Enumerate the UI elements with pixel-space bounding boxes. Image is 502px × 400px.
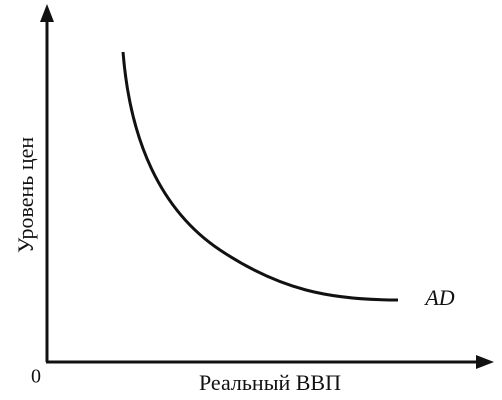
y-axis-arrow xyxy=(40,4,54,22)
ad-curve xyxy=(121,51,399,302)
origin-label: 0 xyxy=(31,366,41,388)
y-axis-label: Уровень цен xyxy=(13,137,38,254)
curve-label: AD xyxy=(423,285,454,310)
x-axis-label: Реальный ВВП xyxy=(199,370,341,395)
x-axis-arrow xyxy=(476,355,494,369)
